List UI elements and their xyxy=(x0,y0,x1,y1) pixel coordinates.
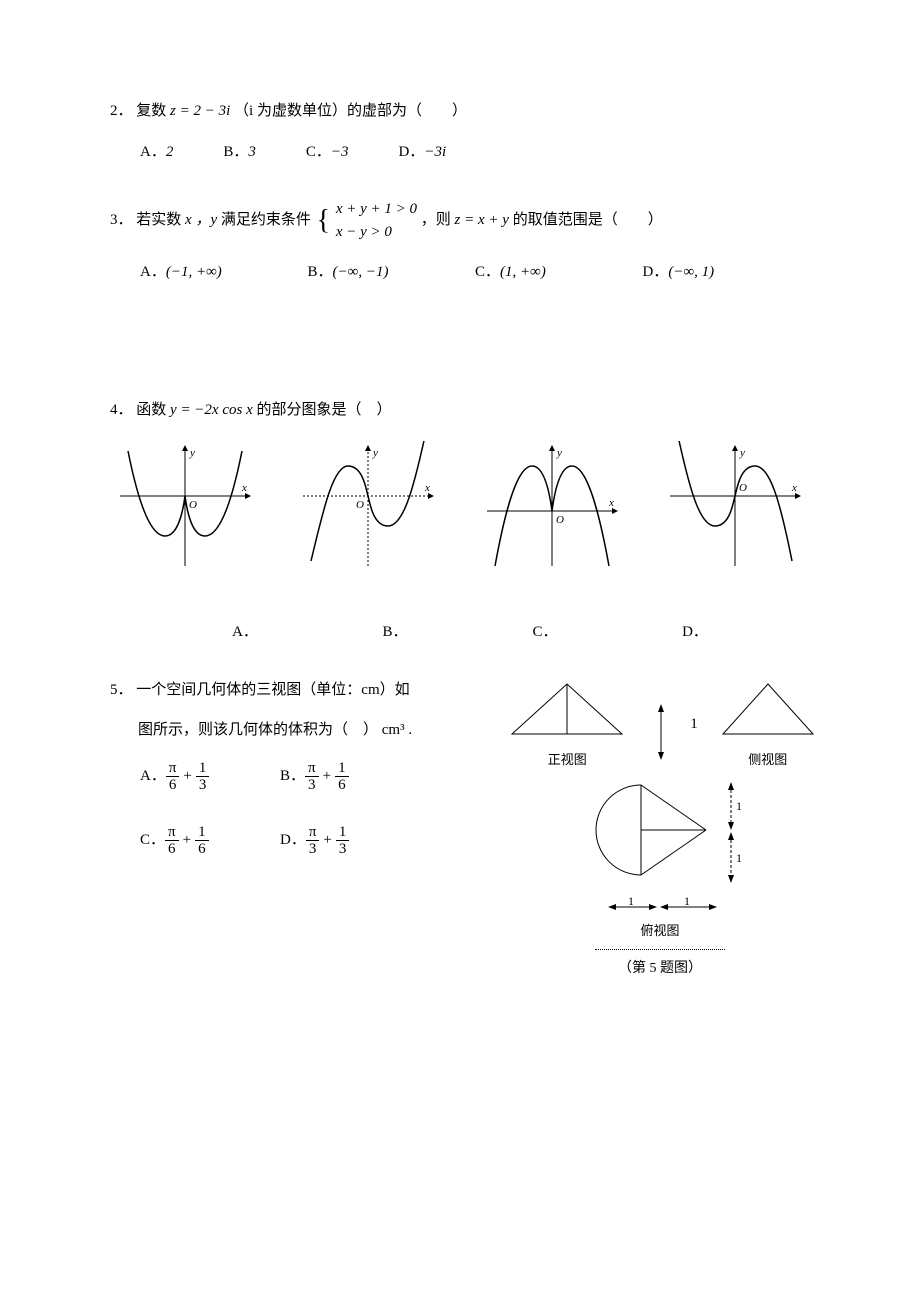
q4-label-a: A． xyxy=(170,621,320,644)
svg-text:y: y xyxy=(556,447,562,459)
q3-system: x + y + 1 > 0 x − y > 0 xyxy=(336,198,417,243)
graph-c: y x O xyxy=(477,441,627,571)
q2-opt-b: B．3 xyxy=(223,141,256,164)
q2-stem: 2． 复数 z = 2 − 3i （i 为虚数单位）的虚部为（ ） xyxy=(110,100,810,123)
question-5: 5． 一个空间几何体的三视图（单位：cm）如 图所示，则该几何体的体积为（ ） … xyxy=(110,679,810,979)
svg-text:O: O xyxy=(556,514,564,526)
svg-text:1: 1 xyxy=(736,799,742,813)
q5-opt-a: A． π6 + 13 xyxy=(140,760,280,794)
q3-expr2: z = x + y xyxy=(455,212,509,228)
q4-pre: 函数 xyxy=(136,402,166,418)
svg-text:O: O xyxy=(356,499,364,511)
graph-a: y x O xyxy=(110,441,260,571)
q3-opt-b: B．(−∞, −1) xyxy=(308,261,456,284)
front-view-icon xyxy=(502,679,632,739)
q4-label-c: C． xyxy=(470,621,620,644)
graph-d: y x O xyxy=(660,441,810,571)
q5-caption: （第 5 题图） xyxy=(510,958,810,979)
dim-right-vertical: 1 1 xyxy=(722,780,744,898)
svg-text:x: x xyxy=(791,482,797,494)
graph-b: y x O xyxy=(293,441,443,571)
q3-opt-a: A．(−1, +∞) xyxy=(140,261,288,284)
q3-options: A．(−1, +∞) B．(−∞, −1) C．(1, +∞) D．(−∞, 1… xyxy=(140,261,810,284)
top-view-icon xyxy=(576,780,716,890)
brace-icon: { xyxy=(317,207,330,235)
svg-text:y: y xyxy=(372,447,378,459)
q2-opt-d: D．−3i xyxy=(399,141,447,164)
q5-opt-b: B． π3 + 16 xyxy=(280,760,420,794)
question-2: 2． 复数 z = 2 − 3i （i 为虚数单位）的虚部为（ ） A．2 B．… xyxy=(110,100,810,163)
svg-text:O: O xyxy=(739,482,747,494)
q3-mid2: ，则 xyxy=(421,212,451,228)
q4-stem: 4． 函数 y = −2x cos x 的部分图象是（ ） xyxy=(110,399,810,422)
q3-opt-c: C．(1, +∞) xyxy=(475,261,623,284)
dim-arrow-h-icon: 1 1 xyxy=(590,897,730,917)
svg-text:x: x xyxy=(424,482,430,494)
front-view-block: 正视图 xyxy=(502,679,632,770)
q4-expr: y = −2x cos x xyxy=(170,402,253,418)
q5-opt-d: D． π3 + 13 xyxy=(280,824,420,858)
top-view-block xyxy=(576,780,716,898)
q3-number: 3． xyxy=(110,212,133,228)
svg-text:y: y xyxy=(739,447,745,459)
q5-line2: 图所示，则该几何体的体积为（ ） cm³ . xyxy=(138,719,510,742)
q3-stem: 3． 若实数 x ，y 满足约束条件 { x + y + 1 > 0 x − y… xyxy=(110,198,810,243)
q5-options: A． π6 + 13 B． π3 + 16 C． π6 + 16 xyxy=(140,760,510,858)
side-view-icon xyxy=(718,679,818,739)
question-4: 4． 函数 y = −2x cos x 的部分图象是（ ） y x O y x xyxy=(110,399,810,644)
svg-text:1: 1 xyxy=(736,851,742,865)
q5-number: 5． xyxy=(110,682,133,698)
q3-opt-d: D．(−∞, 1) xyxy=(643,261,791,284)
q4-option-labels: A． B． C． D． xyxy=(170,621,810,644)
q4-number: 4． xyxy=(110,402,133,418)
q5-line1: 5． 一个空间几何体的三视图（单位：cm）如 xyxy=(110,679,510,702)
q3-pre: 若实数 xyxy=(136,212,181,228)
dim-bottom: 1 1 xyxy=(510,897,810,917)
q5-opt-c: C． π6 + 16 xyxy=(140,824,280,858)
q4-end: 的部分图象是（ ） xyxy=(257,402,392,418)
q2-options: A．2 B．3 C．−3 D．−3i xyxy=(140,141,810,164)
q2-mid: （i 为虚数单位）的虚部为（ ） xyxy=(234,103,467,119)
svg-text:1: 1 xyxy=(628,897,634,908)
q2-opt-a: A．2 xyxy=(140,141,173,164)
q3-vars: x ，y xyxy=(185,212,217,228)
dim-1-vertical xyxy=(652,702,670,770)
q3-mid1: 满足约束条件 xyxy=(221,212,311,228)
question-3: 3． 若实数 x ，y 满足约束条件 { x + y + 1 > 0 x − y… xyxy=(110,198,810,284)
q2-opt-c: C．−3 xyxy=(306,141,349,164)
q5-figure: 正视图 1 侧视图 xyxy=(510,679,810,979)
side-view-block: 侧视图 xyxy=(718,679,818,770)
q3-end: 的取值范围是（ ） xyxy=(513,212,663,228)
svg-text:O: O xyxy=(189,499,197,511)
dim-arrow-double-icon: 1 1 xyxy=(722,780,744,890)
q2-number: 2． xyxy=(110,103,133,119)
svg-text:x: x xyxy=(608,497,614,509)
svg-text:y: y xyxy=(189,447,195,459)
q4-graphs: y x O y x O y x O xyxy=(110,441,810,571)
svg-text:1: 1 xyxy=(684,897,690,908)
q4-label-b: B． xyxy=(320,621,470,644)
q4-label-d: D． xyxy=(620,621,770,644)
q2-pre: 复数 xyxy=(136,103,166,119)
q2-expr: z = 2 − 3i xyxy=(170,103,230,119)
svg-text:x: x xyxy=(241,482,247,494)
dim-arrow-icon xyxy=(652,702,670,762)
